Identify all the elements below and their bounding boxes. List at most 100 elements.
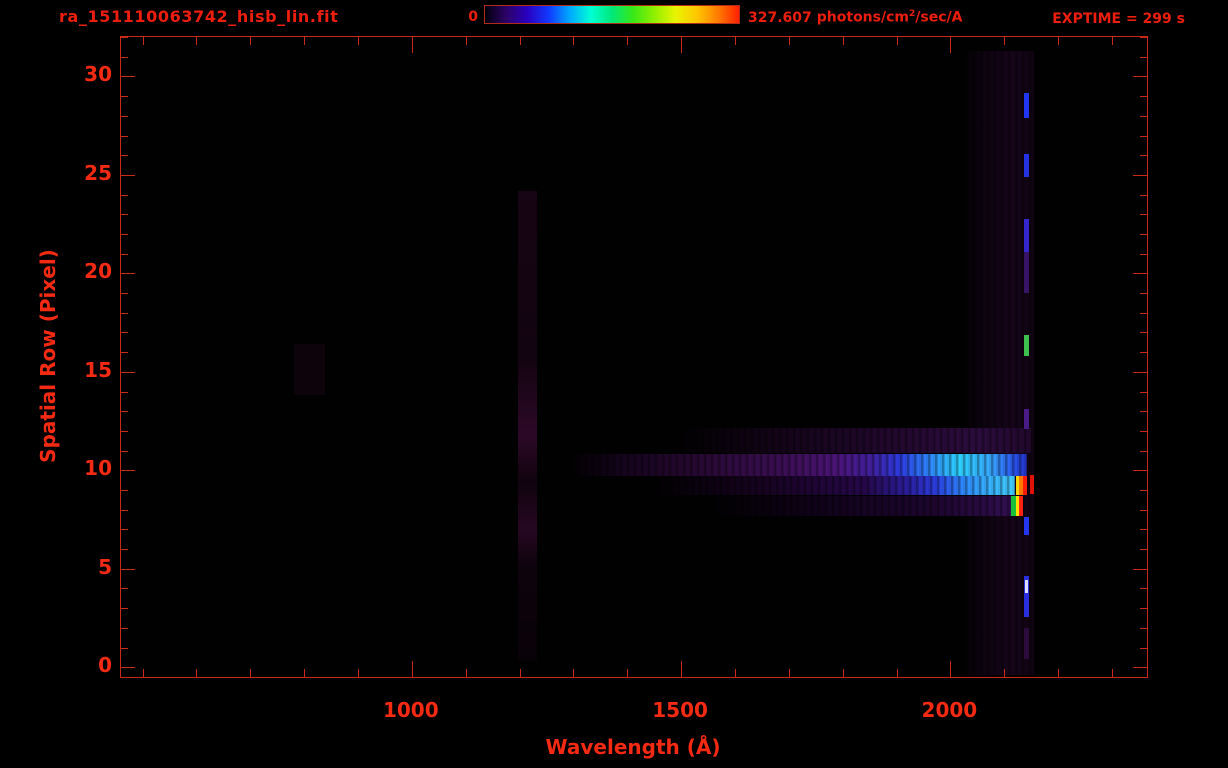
colorbar-unit-suffix: /sec/A: [915, 9, 963, 26]
y-tick-label: 15: [84, 357, 112, 382]
y-tick-label: 10: [84, 456, 112, 481]
y-minor-tick: [1140, 135, 1147, 137]
x-minor-tick: [196, 669, 198, 677]
x-axis-title: Wavelength (Å): [545, 735, 721, 759]
x-major-tick: [411, 661, 413, 677]
y-minor-tick: [1140, 509, 1147, 511]
peak-emission-red-line: [1022, 476, 1027, 495]
y-minor-tick: [1140, 293, 1147, 294]
y-minor-tick: [121, 135, 128, 137]
lyman-alpha-airglow-band: [517, 190, 538, 662]
colorbar: [484, 5, 740, 24]
peak-emission-orange-line: [1019, 476, 1023, 495]
y-minor-tick: [1140, 115, 1147, 117]
plot-area: [120, 36, 1148, 678]
y-minor-tick: [1140, 194, 1147, 196]
y-tick-label: 30: [84, 62, 112, 87]
x-minor-tick: [788, 669, 790, 677]
y-minor-tick: [121, 489, 128, 491]
y-minor-tick: [121, 233, 128, 235]
y-minor-tick: [1140, 233, 1147, 235]
y-tick-label: 20: [84, 259, 112, 284]
x-minor-tick: [1058, 37, 1060, 45]
y-minor-tick: [1140, 312, 1147, 314]
y-minor-tick: [1140, 391, 1147, 393]
colorbar-max-value: 327.607: [748, 9, 812, 26]
x-major-tick: [950, 37, 952, 53]
x-minor-tick: [627, 37, 629, 45]
x-tick-label: 1500: [652, 698, 708, 722]
y-major-tick: [121, 371, 135, 373]
y-minor-tick: [1140, 430, 1147, 432]
continuum-band-row10: [570, 453, 1027, 477]
y-minor-tick: [121, 549, 128, 550]
y-minor-tick: [121, 253, 128, 255]
y-minor-tick: [121, 37, 128, 38]
x-minor-tick: [1112, 669, 1113, 677]
y-tick-label: 0: [98, 653, 112, 678]
continuum-band-row8: [713, 495, 1012, 517]
x-minor-tick: [250, 37, 252, 45]
y-major-tick: [1133, 568, 1147, 570]
x-minor-tick: [304, 669, 306, 677]
x-major-tick: [411, 37, 413, 53]
y-major-tick: [121, 273, 135, 275]
x-major-tick: [950, 661, 952, 677]
y-minor-tick: [1140, 214, 1147, 216]
y-minor-tick: [121, 332, 128, 334]
y-minor-tick: [121, 96, 128, 98]
y-minor-tick: [121, 647, 128, 649]
x-minor-tick: [842, 37, 844, 45]
y-major-tick: [1133, 371, 1147, 373]
y-minor-tick: [1140, 627, 1147, 629]
y-minor-tick: [121, 293, 128, 294]
x-minor-tick: [304, 37, 306, 45]
x-minor-tick: [519, 669, 521, 677]
y-minor-tick: [121, 115, 128, 117]
y-major-tick: [121, 470, 135, 472]
x-minor-tick: [196, 37, 198, 45]
y-minor-tick: [121, 509, 128, 511]
peak-emission-yellow-line: [1015, 476, 1020, 495]
x-minor-tick: [358, 669, 359, 677]
y-major-tick: [1133, 174, 1147, 176]
y-minor-tick: [1140, 37, 1147, 38]
y-minor-tick: [1140, 411, 1147, 413]
airglow-line-segment: [1023, 409, 1030, 429]
y-minor-tick: [1140, 56, 1147, 58]
y-minor-tick: [121, 56, 128, 58]
airglow-line-segment: [1023, 575, 1030, 617]
y-tick-label: 25: [84, 160, 112, 185]
y-minor-tick: [1140, 155, 1147, 157]
continuum-band-row12: [681, 427, 1032, 454]
airglow-line-segment: [1023, 93, 1030, 118]
airglow-line-segment: [1023, 219, 1030, 252]
colorbar-unit-exponent: 2: [908, 9, 916, 19]
y-major-tick: [121, 568, 135, 570]
x-minor-tick: [465, 37, 467, 45]
y-minor-tick: [1140, 352, 1147, 354]
x-minor-tick: [519, 37, 521, 45]
colorbar-min-label: 0: [468, 9, 478, 25]
y-major-tick: [1133, 667, 1147, 669]
x-minor-tick: [896, 669, 898, 677]
y-major-tick: [1133, 76, 1147, 78]
y-minor-tick: [1140, 588, 1147, 590]
airglow-striated-band: [965, 50, 1035, 675]
x-minor-tick: [896, 37, 898, 45]
x-minor-tick: [573, 669, 575, 677]
y-minor-tick: [121, 450, 128, 452]
x-major-tick: [681, 661, 683, 677]
x-minor-tick: [142, 37, 144, 45]
colorbar-max-label: 327.607 photons/cm2/sec/A: [748, 9, 962, 26]
y-major-tick: [1133, 470, 1147, 472]
airglow-line-segment-green: [1023, 335, 1030, 356]
row8-peak-yellow-line: [1015, 495, 1019, 517]
x-tick-label: 1000: [382, 698, 439, 722]
y-major-tick: [121, 667, 135, 669]
y-minor-tick: [1140, 647, 1147, 649]
x-minor-tick: [358, 37, 359, 45]
y-axis-title: Spatial Row (Pixel): [36, 249, 60, 463]
row8-peak-green-line: [1011, 495, 1016, 517]
y-minor-tick: [1140, 253, 1147, 255]
